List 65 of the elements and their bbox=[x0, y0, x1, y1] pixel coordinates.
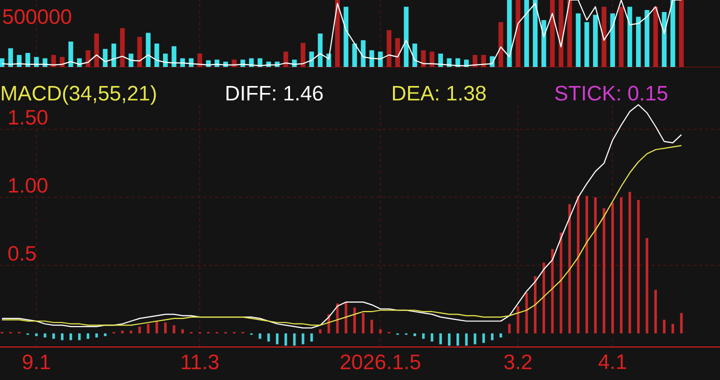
bar bbox=[532, 0, 538, 67]
x-tick-label: 11.3 bbox=[182, 354, 218, 370]
bar bbox=[481, 54, 486, 67]
y-tick-label: 1.00 bbox=[9, 178, 48, 193]
bar bbox=[670, 0, 676, 67]
bar bbox=[567, 0, 572, 67]
bar bbox=[602, 6, 606, 67]
bar bbox=[0, 58, 4, 67]
bar bbox=[421, 50, 426, 67]
bar bbox=[86, 50, 90, 67]
bar bbox=[309, 52, 314, 67]
bar bbox=[524, 0, 529, 67]
bar bbox=[584, 22, 590, 67]
bar bbox=[430, 52, 434, 67]
bar bbox=[653, 6, 658, 67]
bar bbox=[344, 6, 348, 67]
bar bbox=[386, 30, 392, 67]
x-tick-label: 9.1 bbox=[22, 354, 50, 370]
bar bbox=[679, 0, 684, 67]
bar bbox=[550, 0, 555, 67]
bar bbox=[111, 44, 116, 67]
bar bbox=[378, 52, 383, 67]
bar bbox=[360, 40, 366, 67]
bar bbox=[146, 32, 151, 67]
bar bbox=[137, 36, 142, 67]
bar bbox=[498, 22, 504, 67]
bar bbox=[163, 54, 168, 67]
bar bbox=[636, 16, 641, 67]
bar bbox=[610, 13, 615, 67]
bar bbox=[369, 50, 374, 67]
bar bbox=[154, 44, 160, 67]
bar bbox=[516, 0, 520, 67]
bar bbox=[576, 13, 581, 67]
bar bbox=[438, 54, 443, 67]
bar bbox=[335, 0, 340, 67]
bar bbox=[507, 0, 512, 67]
bar bbox=[318, 33, 323, 67]
bar bbox=[618, 6, 624, 67]
bar bbox=[644, 10, 650, 67]
bar bbox=[472, 54, 478, 67]
x-tick-label: 2026.1.5 bbox=[340, 354, 420, 370]
bar bbox=[120, 28, 125, 67]
y-tick-label: 0.5 bbox=[8, 246, 36, 261]
text: STICK: 0.15 bbox=[555, 86, 668, 101]
text: DIFF: 1.46 bbox=[226, 86, 323, 101]
bar bbox=[34, 56, 39, 67]
bar bbox=[627, 6, 632, 67]
x-tick-label: 3.2 bbox=[504, 354, 532, 370]
bar bbox=[593, 14, 598, 67]
annotation: 500000 bbox=[3, 9, 72, 24]
bar bbox=[352, 44, 357, 67]
y-tick-label: 1.50 bbox=[9, 110, 48, 125]
bar bbox=[300, 42, 306, 67]
bar bbox=[8, 48, 13, 67]
bar bbox=[395, 38, 400, 67]
bar bbox=[172, 46, 176, 67]
bar bbox=[94, 33, 99, 67]
bar bbox=[128, 54, 134, 67]
bar bbox=[68, 42, 74, 67]
bar bbox=[558, 0, 564, 67]
bar bbox=[404, 6, 409, 67]
text: DEA: 1.38 bbox=[392, 86, 486, 101]
bar bbox=[51, 54, 56, 67]
chart-title: MACD(34,55,21) bbox=[2, 85, 156, 105]
x-tick-label: 4.1 bbox=[598, 354, 626, 369]
